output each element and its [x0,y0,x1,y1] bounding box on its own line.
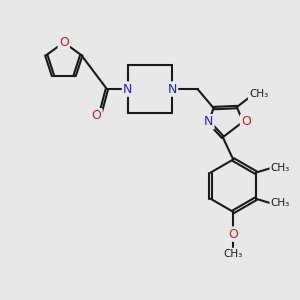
Text: O: O [59,36,69,49]
Text: N: N [168,82,177,96]
Text: N: N [204,115,213,128]
Text: O: O [92,109,101,122]
Text: N: N [123,82,132,96]
Text: CH₃: CH₃ [271,198,290,208]
Text: O: O [241,115,251,128]
Text: CH₃: CH₃ [249,89,268,99]
Text: CH₃: CH₃ [224,249,243,259]
Text: CH₃: CH₃ [271,163,290,173]
Text: O: O [228,228,238,241]
